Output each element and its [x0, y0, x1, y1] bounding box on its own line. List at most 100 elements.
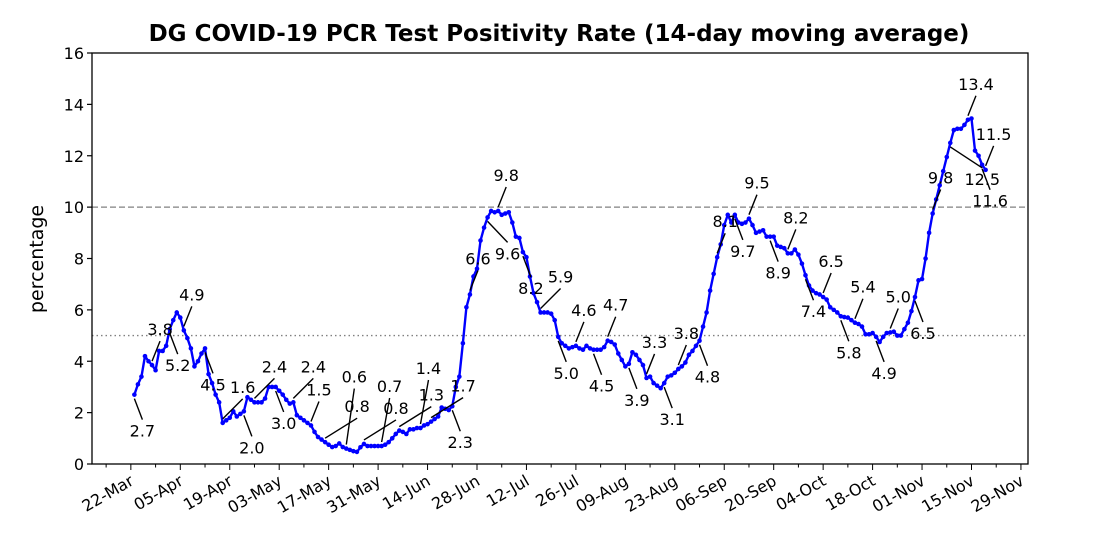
data-point: [192, 364, 197, 369]
x-tick-label: 15-Nov: [918, 471, 977, 516]
data-point: [729, 220, 734, 225]
data-point: [983, 167, 988, 173]
annotation-leader: [607, 316, 617, 337]
data-point: [704, 310, 709, 315]
data-point: [382, 442, 388, 448]
annotation-leader: [497, 186, 507, 208]
data-point: [619, 357, 625, 363]
data-point: [668, 373, 674, 378]
x-tick-label: 23-Aug: [622, 471, 681, 516]
data-point: [562, 343, 568, 349]
data-point: [834, 310, 840, 315]
data-point: [813, 290, 819, 296]
data-point: [439, 405, 444, 410]
data-point: [626, 361, 632, 367]
data-point: [955, 126, 960, 132]
annotation-leader: [419, 379, 430, 425]
annotation-leader: [540, 287, 562, 309]
data-point: [930, 211, 935, 216]
data-point: [223, 418, 229, 423]
annotation-label: 9.8: [928, 169, 953, 188]
data-point: [548, 311, 554, 317]
data-point: [181, 328, 187, 333]
annotation-label: 0.8: [344, 397, 369, 416]
annotation-leader: [522, 255, 532, 278]
data-point: [153, 367, 158, 373]
data-point: [951, 127, 957, 133]
data-point: [792, 247, 798, 252]
x-tick-label: 01-Nov: [869, 471, 928, 516]
data-point: [552, 317, 558, 323]
data-point: [700, 324, 706, 329]
data-point: [531, 290, 536, 296]
data-point: [594, 347, 600, 352]
data-point: [354, 449, 360, 455]
data-point: [308, 423, 314, 428]
data-point: [340, 444, 346, 450]
data-point: [658, 385, 663, 391]
annotation-label: 3.8: [674, 324, 699, 343]
annotation-label: 4.9: [179, 285, 204, 304]
data-point: [460, 340, 466, 346]
data-point: [877, 339, 882, 345]
x-tick-label: 14-Jun: [379, 471, 434, 513]
data-point: [291, 400, 296, 405]
data-point: [859, 324, 865, 329]
data-point: [940, 168, 946, 174]
data-point: [683, 360, 688, 365]
annotation-label: 5.8: [836, 343, 861, 362]
data-point: [912, 294, 918, 300]
data-point: [365, 443, 370, 449]
data-point: [555, 334, 561, 340]
data-point: [319, 437, 324, 442]
data-point: [753, 230, 759, 236]
annotation-leader: [292, 377, 314, 399]
x-tick-label: 03-May: [224, 471, 285, 517]
annotation-leader: [716, 232, 726, 254]
data-point: [301, 418, 307, 423]
data-point: [167, 326, 173, 332]
data-point: [146, 358, 151, 364]
annotation-label: 9.7: [730, 242, 755, 261]
annotation-label: 2.0: [239, 438, 264, 457]
data-point: [255, 400, 261, 405]
data-point: [432, 416, 437, 422]
x-tick-label: 20-Sep: [721, 471, 779, 516]
data-point: [453, 384, 459, 390]
data-point: [202, 346, 208, 351]
data-point: [587, 346, 593, 351]
data-point: [174, 310, 180, 315]
annotation-leader: [840, 320, 850, 342]
data-point: [863, 331, 868, 337]
data-point: [139, 374, 144, 379]
annotation-label: 3.0: [271, 414, 296, 433]
annotation-label: 1.6: [230, 378, 255, 397]
data-point: [524, 254, 529, 260]
data-point: [178, 315, 183, 320]
data-point: [396, 428, 402, 433]
annotation-label: 0.8: [383, 399, 408, 418]
data-point: [538, 310, 543, 315]
data-point: [375, 443, 381, 449]
data-point: [870, 330, 875, 336]
data-point: [880, 334, 886, 340]
data-point: [322, 439, 328, 445]
x-tick-label: 05-Apr: [130, 471, 186, 514]
data-point: [584, 343, 589, 349]
data-point: [534, 299, 540, 305]
data-point: [799, 261, 805, 266]
data-point: [287, 401, 293, 406]
data-point: [591, 347, 596, 352]
data-point: [276, 388, 282, 394]
y-tick-label: 16: [64, 44, 84, 63]
annotation-label: 0.6: [342, 368, 367, 387]
data-point: [637, 357, 642, 363]
annotation-label: 0.7: [377, 377, 402, 396]
data-point: [743, 220, 748, 225]
data-point: [135, 382, 141, 387]
data-point: [506, 209, 512, 215]
data-point: [209, 380, 215, 386]
annotation-label: 5.0: [554, 364, 579, 383]
data-point: [672, 370, 678, 376]
